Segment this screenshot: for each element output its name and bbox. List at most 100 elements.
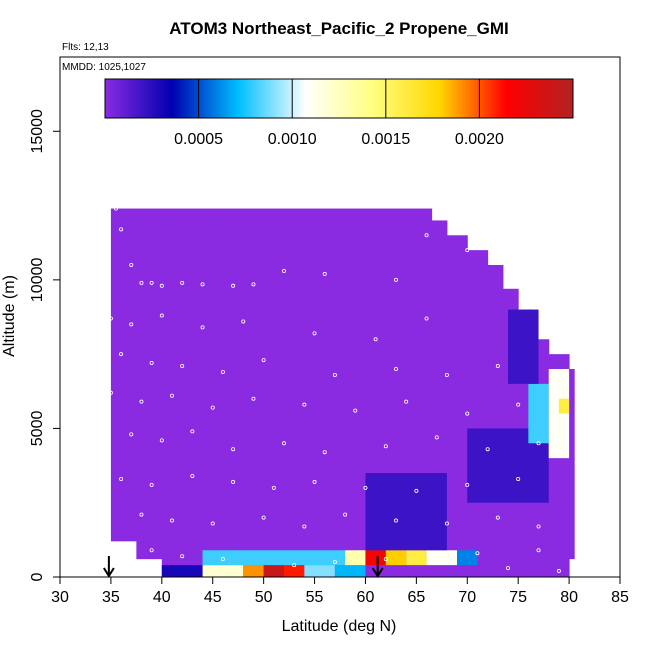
curtain-column: [467, 250, 489, 577]
curtain-heatmap: [110, 208, 575, 577]
observation-point: [444, 521, 449, 526]
observation-point: [210, 405, 215, 410]
observation-point: [373, 337, 378, 342]
observation-point: [231, 283, 236, 288]
observation-point: [434, 435, 439, 440]
flight-arrows: [103, 556, 384, 578]
observation-point: [149, 361, 154, 366]
observation-point: [516, 476, 521, 481]
colorbar-gradient: [104, 78, 574, 119]
observation-point: [159, 313, 164, 318]
observation-point: [322, 271, 327, 276]
observation-point: [108, 390, 113, 395]
observation-point: [220, 369, 225, 374]
observation-point: [119, 352, 124, 357]
observation-point: [190, 429, 195, 434]
x-axis-label: Latitude (deg N): [282, 618, 397, 635]
flights-annotation: Flts: 12,13: [62, 42, 109, 53]
observation-point: [139, 280, 144, 285]
curtain-column: [212, 208, 265, 577]
observation-point: [332, 372, 337, 377]
flight-arrow-head: [371, 567, 384, 578]
observation-point: [251, 282, 256, 287]
observation-point: [485, 447, 490, 452]
observation-point: [149, 280, 154, 285]
observation-point: [281, 268, 286, 273]
observation-point: [210, 566, 215, 571]
curtain-cell: [334, 565, 366, 577]
y-axis-label: Altitude (m): [1, 275, 18, 357]
curtain-cell: [457, 550, 478, 566]
curtain-column: [263, 208, 316, 577]
observation-point: [475, 551, 480, 556]
date-annotation: MMDD: 1025,1027: [62, 62, 146, 73]
observation-point: [139, 512, 144, 517]
observation-point: [332, 560, 337, 565]
observation-point: [516, 402, 521, 407]
curtain-cell: [202, 565, 244, 577]
curtain-cell: [243, 565, 264, 577]
x-tick-label: 40: [153, 589, 171, 606]
observation-point: [180, 280, 185, 285]
observation-point: [231, 447, 236, 452]
observation-point: [424, 233, 429, 238]
x-tick-label: 85: [611, 589, 629, 606]
curtain-cell: [365, 550, 386, 566]
observation-point: [149, 548, 154, 553]
observation-point: [495, 364, 500, 369]
y-tick-label: 15000: [29, 109, 46, 154]
observation-point: [292, 563, 297, 568]
observation-point: [393, 366, 398, 371]
observation-point: [114, 206, 119, 211]
observation-point: [434, 560, 439, 565]
observation-point: [169, 393, 174, 398]
colorbar-tick-label: 0.0020: [455, 131, 504, 148]
curtain-cell: [528, 383, 549, 444]
x-tick-label: 30: [51, 589, 69, 606]
observation-point: [414, 488, 419, 493]
curtain-column: [161, 208, 214, 577]
curtain-column: [110, 208, 137, 542]
observation-point: [343, 512, 348, 517]
x-tick-label: 55: [306, 589, 324, 606]
curtain-cell: [263, 565, 284, 577]
curtain-column: [136, 208, 163, 560]
curtain-cell: [284, 565, 305, 577]
curtain-cell: [304, 565, 335, 577]
x-tick-label: 50: [255, 589, 273, 606]
observation-point: [200, 325, 205, 330]
curtain-column: [487, 265, 504, 577]
x-tick-label: 80: [560, 589, 578, 606]
observation-point: [169, 518, 174, 523]
observation-point: [119, 476, 124, 481]
curtain-cell: [345, 550, 366, 566]
observation-point: [424, 316, 429, 321]
observation-point: [159, 438, 164, 443]
y-tick-label: 0: [29, 572, 46, 581]
observation-point: [465, 248, 470, 253]
observation-point: [536, 441, 541, 446]
observation-point: [220, 557, 225, 562]
x-tick-label: 45: [204, 589, 222, 606]
observation-point: [495, 515, 500, 520]
observation-point: [200, 282, 205, 287]
observation-point: [302, 524, 307, 529]
observation-points: [108, 206, 561, 574]
curtain-cell: [161, 565, 203, 577]
observation-point: [241, 319, 246, 324]
x-tick-label: 60: [357, 589, 375, 606]
observation-point: [302, 402, 307, 407]
x-tick-label: 35: [102, 589, 120, 606]
observation-point: [281, 441, 286, 446]
curtain-column: [569, 369, 575, 560]
curtain-column: [446, 235, 468, 577]
curtain-cell: [202, 550, 346, 566]
observation-point: [536, 548, 541, 553]
observation-point: [556, 569, 561, 574]
observation-point: [180, 554, 185, 559]
observation-point: [261, 515, 266, 520]
observation-point: [261, 358, 266, 363]
observation-point: [363, 485, 368, 490]
curtain-cell: [426, 550, 458, 566]
